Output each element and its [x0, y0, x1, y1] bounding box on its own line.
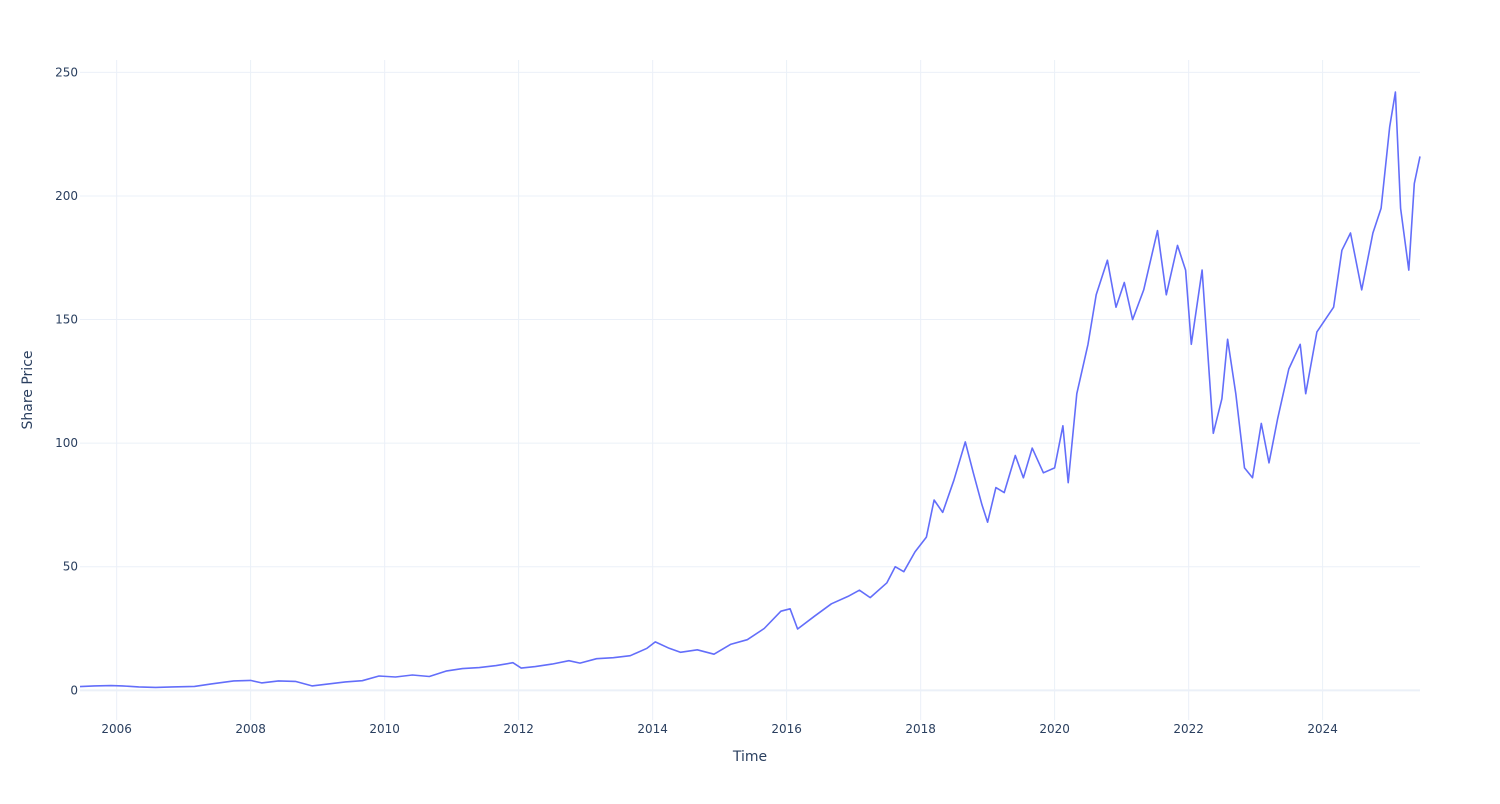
- grid-layer: [80, 60, 1420, 720]
- y-tick-labels: 0 50 100 150 200 250: [55, 65, 78, 697]
- series-layer: [79, 91, 1421, 689]
- y-axis-title: Share Price: [20, 350, 36, 429]
- x-tick-label: 2006: [101, 722, 132, 736]
- y-tick-label: 250: [55, 65, 78, 79]
- y-tick-label: 50: [63, 560, 78, 574]
- share-price-series-line: [79, 91, 1421, 689]
- x-tick-label: 2016: [771, 722, 802, 736]
- x-tick-label: 2014: [637, 722, 668, 736]
- y-tick-label: 200: [55, 189, 78, 203]
- y-tick-label: 150: [55, 313, 78, 327]
- x-tick-label: 2008: [235, 722, 266, 736]
- x-tick-label: 2010: [369, 722, 400, 736]
- x-tick-labels: 2006 2008 2010 2012 2014 2016 2018 2020 2022 2024: [101, 722, 1337, 736]
- x-tick-label: 2018: [905, 722, 936, 736]
- y-tick-label: 0: [70, 683, 78, 697]
- y-tick-label: 100: [55, 436, 78, 450]
- x-tick-label: 2020: [1039, 722, 1070, 736]
- x-tick-label: 2024: [1307, 722, 1338, 736]
- x-tick-label: 2022: [1173, 722, 1204, 736]
- x-axis-title: Time: [732, 749, 767, 765]
- x-tick-label: 2012: [503, 722, 534, 736]
